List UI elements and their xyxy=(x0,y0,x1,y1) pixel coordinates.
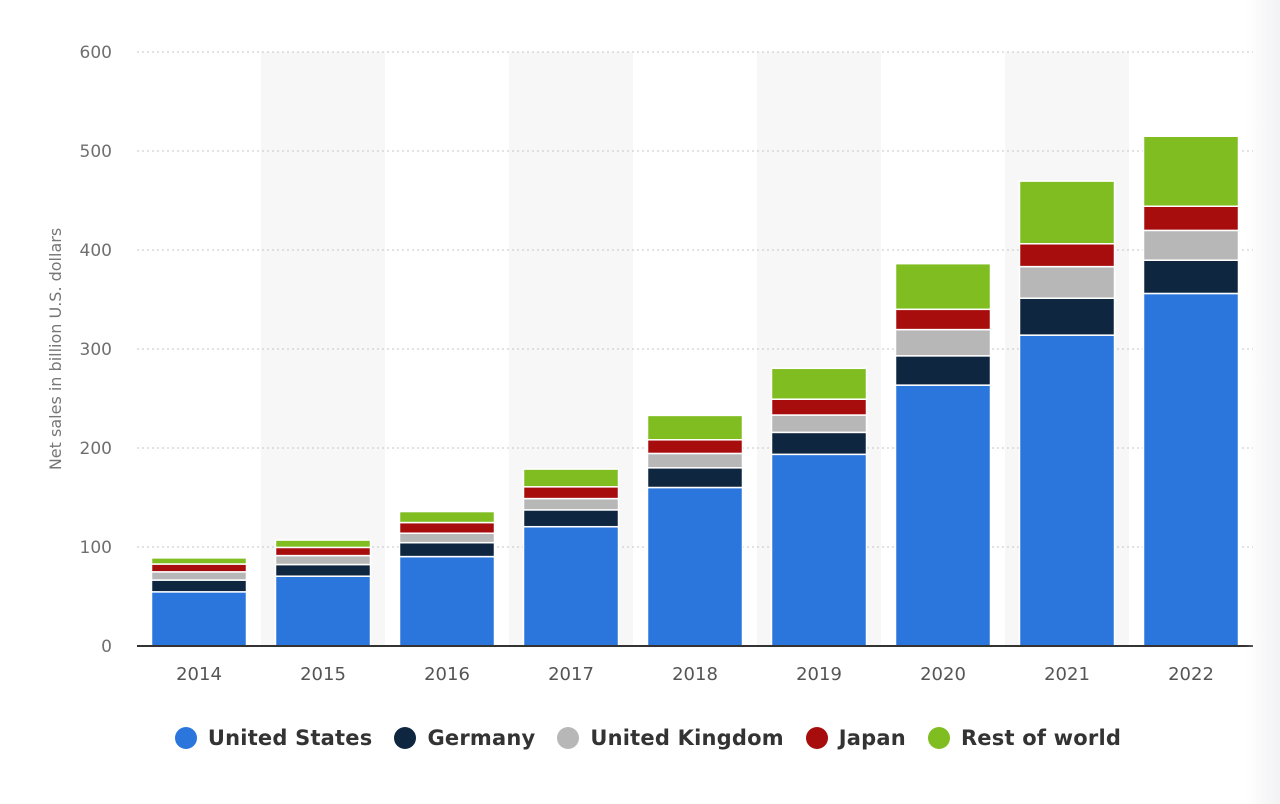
x-tick-label: 2016 xyxy=(424,664,470,685)
legend-item[interactable]: United States xyxy=(174,726,373,750)
legend-swatch xyxy=(927,727,950,749)
bar-segment xyxy=(274,554,372,566)
bar-segment xyxy=(894,328,992,357)
bar-segment xyxy=(398,510,496,524)
right-edge-shade xyxy=(1246,0,1280,804)
bar-segment xyxy=(770,367,868,400)
bar-segment xyxy=(398,521,496,534)
y-tick-label: 0 xyxy=(101,637,112,657)
bar-segment xyxy=(150,571,248,581)
x-tick-label: 2018 xyxy=(672,664,718,685)
legend-swatch xyxy=(394,727,417,749)
bar-segment xyxy=(894,384,992,647)
bar-segment xyxy=(770,453,868,647)
legend-item[interactable]: Rest of world xyxy=(927,726,1122,750)
legend-label: Japan xyxy=(838,726,906,750)
bar-segment xyxy=(1142,292,1240,647)
bar-segment xyxy=(274,563,372,577)
legend-swatch xyxy=(557,727,580,749)
bar-segment xyxy=(894,262,992,311)
legend-swatch xyxy=(174,727,197,749)
legend-label: United Kingdom xyxy=(590,726,784,750)
legend-item[interactable]: Germany xyxy=(394,726,535,750)
bar-segment xyxy=(770,398,868,416)
y-tick-label: 100 xyxy=(80,538,112,558)
bar-segment xyxy=(398,555,496,647)
bar-segment xyxy=(522,486,620,500)
axes: 0 100 200 300 400 500 600 2014 2015 2016 2017 2018 2… xyxy=(80,43,1253,685)
bar-segment xyxy=(894,308,992,331)
bar-segment xyxy=(522,509,620,528)
bar-segment xyxy=(522,525,620,647)
bar-segment xyxy=(1142,259,1240,295)
bar-segment xyxy=(646,414,744,441)
bar-segment xyxy=(1018,334,1116,647)
bar-segment xyxy=(1018,243,1116,268)
x-tick-label: 2015 xyxy=(300,664,346,685)
bar-segment xyxy=(646,452,744,469)
x-tick-label: 2022 xyxy=(1168,664,1214,685)
bar-segment xyxy=(770,414,868,434)
legend-label: Rest of world xyxy=(960,726,1122,750)
bar-segment xyxy=(1142,135,1240,207)
legend: United States Germany United Kingdom Japan R… xyxy=(0,726,1280,750)
x-tick-label: 2020 xyxy=(920,664,966,685)
bar-segment xyxy=(150,563,248,573)
bar-segment xyxy=(1142,205,1240,232)
x-tick-label: 2021 xyxy=(1044,664,1090,685)
x-tick-label: 2019 xyxy=(796,664,842,685)
y-tick-label: 300 xyxy=(80,340,112,360)
legend-label: United States xyxy=(207,726,373,750)
bar-segment xyxy=(274,539,372,549)
bar-segment xyxy=(522,468,620,488)
bar-segment xyxy=(770,431,868,456)
y-tick-label: 400 xyxy=(80,241,112,261)
bar-segment xyxy=(398,532,496,544)
bar-segment xyxy=(522,497,620,511)
bar-segment xyxy=(398,541,496,558)
y-axis-label: Net sales in billion U.S. dollars xyxy=(46,228,65,470)
bar-segment xyxy=(1018,180,1116,245)
bar-segment xyxy=(1142,229,1240,261)
bar-segment xyxy=(274,546,372,557)
bar-segment xyxy=(150,579,248,593)
y-tick-label: 200 xyxy=(80,439,112,459)
y-tick-label: 500 xyxy=(80,142,112,162)
x-tick-label: 2014 xyxy=(176,664,222,685)
legend-item[interactable]: United Kingdom xyxy=(557,726,784,750)
bar-segment xyxy=(1018,297,1116,336)
y-tick-label: 600 xyxy=(80,43,112,63)
bar-stacks xyxy=(150,135,1240,647)
bar-segment xyxy=(1018,265,1116,299)
legend-label: Germany xyxy=(427,726,536,750)
bar-segment xyxy=(894,355,992,386)
legend-item[interactable]: Japan xyxy=(805,726,906,750)
bar-segment xyxy=(646,467,744,489)
bar-segment xyxy=(274,575,372,647)
x-tick-label: 2017 xyxy=(548,664,594,685)
bar-segment xyxy=(150,591,248,647)
bar-segment xyxy=(646,486,744,647)
legend-swatch xyxy=(805,727,828,749)
bar-segment xyxy=(646,439,744,455)
bar-segment xyxy=(150,557,248,565)
